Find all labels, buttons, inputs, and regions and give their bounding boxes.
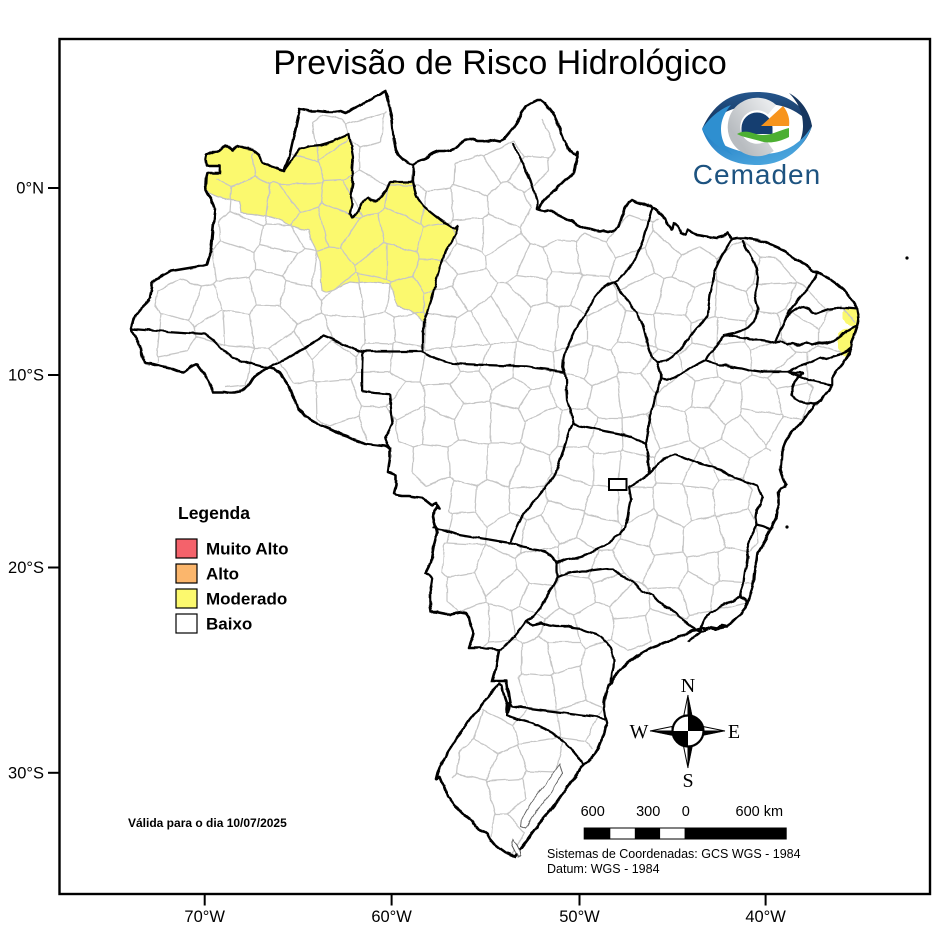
svg-text:N: N <box>681 675 695 697</box>
svg-text:600: 600 <box>581 804 605 820</box>
svg-text:Moderado: Moderado <box>206 590 287 609</box>
svg-text:300: 300 <box>636 804 660 820</box>
svg-text:Válida para o dia 10/07/2025: Válida para o dia 10/07/2025 <box>128 816 287 830</box>
svg-text:S: S <box>682 770 693 792</box>
svg-text:20°S: 20°S <box>8 559 44 577</box>
svg-text:10°S: 10°S <box>8 367 44 385</box>
svg-text:600 km: 600 km <box>736 804 784 820</box>
svg-text:W: W <box>630 721 649 743</box>
svg-text:40°W: 40°W <box>745 908 786 926</box>
svg-text:Previsão de Risco Hidrológico: Previsão de Risco Hidrológico <box>273 44 727 82</box>
svg-text:Sistemas de Coordenadas: GCS W: Sistemas de Coordenadas: GCS WGS - 1984 <box>547 847 801 861</box>
svg-text:60°W: 60°W <box>371 908 412 926</box>
svg-text:E: E <box>728 721 740 743</box>
svg-text:50°W: 50°W <box>559 908 600 926</box>
svg-text:Datum: WGS - 1984: Datum: WGS - 1984 <box>547 862 660 876</box>
svg-text:Legenda: Legenda <box>178 503 250 523</box>
svg-text:30°S: 30°S <box>8 764 44 782</box>
svg-text:Baixo: Baixo <box>206 615 252 634</box>
svg-text:0°N: 0°N <box>16 180 44 198</box>
svg-text:70°W: 70°W <box>184 908 225 926</box>
svg-text:Muito Alto: Muito Alto <box>206 540 288 559</box>
svg-text:Cemaden: Cemaden <box>693 159 821 190</box>
svg-text:Alto: Alto <box>206 565 239 584</box>
svg-text:0: 0 <box>682 804 690 820</box>
